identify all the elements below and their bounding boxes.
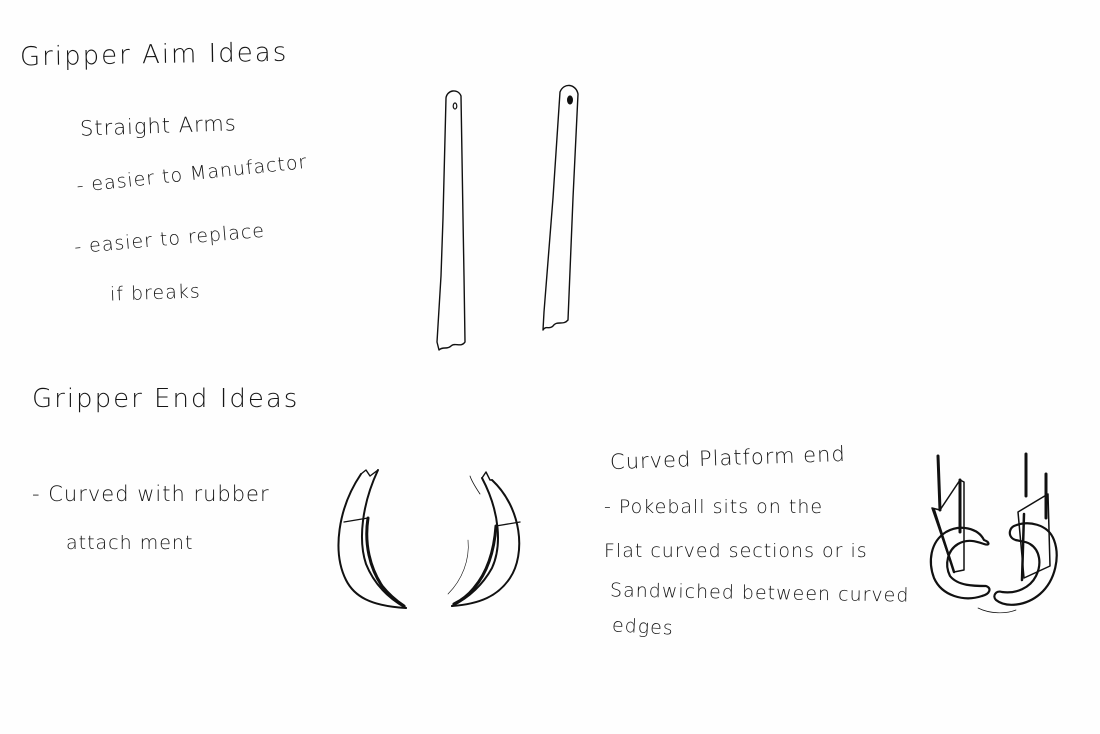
- curved-end-right: [447, 471, 521, 607]
- arm-bullet-3: if breaks: [109, 280, 202, 306]
- straight-arms-sketch: [436, 84, 579, 351]
- curved-rubber-ends-sketch: [337, 469, 521, 609]
- arm-subtitle: Straight Arms: [79, 111, 238, 141]
- platform-note-line-3: Sandwiched between curved: [609, 579, 910, 607]
- platform-note-line-4: edges: [611, 614, 675, 640]
- straight-arm-right: [542, 84, 579, 331]
- platform-end-left: [929, 454, 991, 600]
- rubber-note-line-2: attach ment: [66, 532, 194, 554]
- platform-note-line-1: - Pokeball sits on the: [604, 496, 824, 518]
- arm-bullet-2: - easier to replace: [73, 219, 266, 259]
- arm-section-title: Gripper Aim Ideas: [19, 37, 289, 73]
- arm-bullet-1: - easier to Manufactor: [75, 150, 309, 198]
- platform-end-right: [993, 452, 1058, 606]
- platform-note-line-2: Flat curved sections or is: [604, 540, 868, 562]
- curved-platform-ends-sketch: [929, 452, 1058, 614]
- end-section-title: Gripper End Ideas: [32, 384, 300, 414]
- rubber-note-line-1: - Curved with rubber: [32, 482, 270, 506]
- platform-note-heading: Curved Platform end: [609, 441, 847, 475]
- curved-end-left: [337, 469, 407, 609]
- straight-arm-left: [436, 90, 466, 351]
